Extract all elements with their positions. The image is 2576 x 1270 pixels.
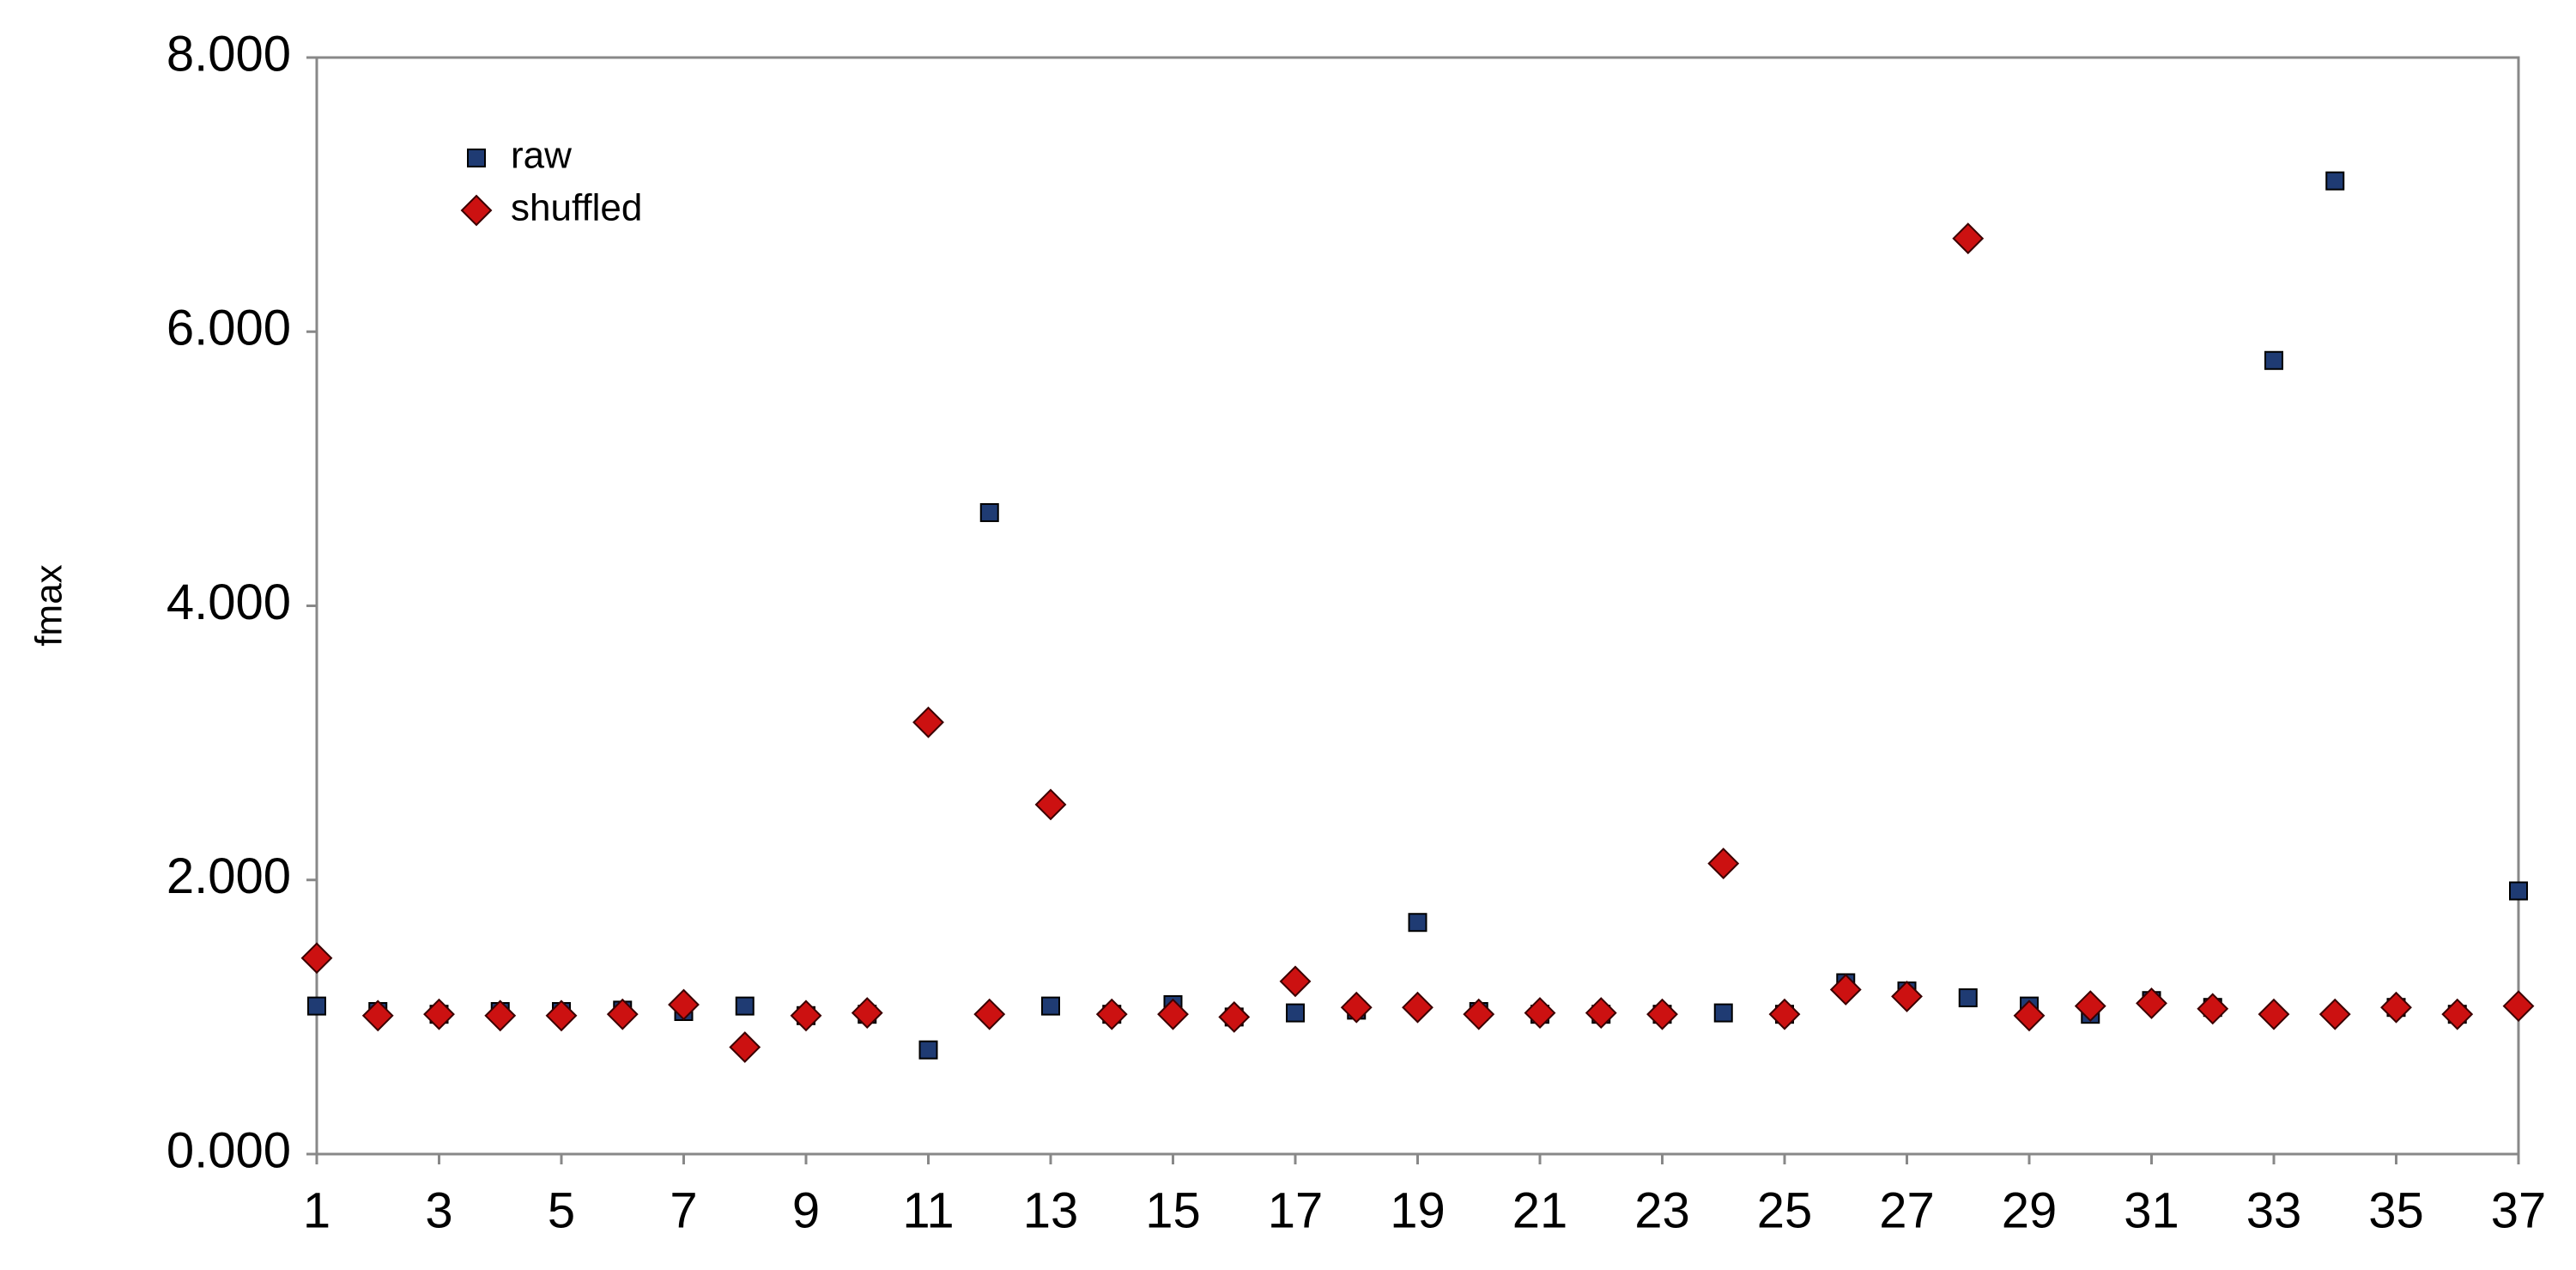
square-marker [1041,996,1060,1016]
x-tick-label: 1 [303,1182,330,1238]
diamond-marker [2441,998,2474,1030]
y-tick-label: 8.000 [167,26,291,82]
square-marker [735,996,755,1016]
square-marker [1713,1003,1733,1023]
diamond-marker [2502,990,2535,1023]
legend-label: raw [511,135,572,177]
diamond-marker [2318,998,2351,1030]
diamond-marker [1340,991,1373,1024]
square-marker [1286,1003,1305,1023]
square-marker [2264,350,2283,370]
square-marker [2325,171,2345,191]
x-tick-label: 17 [1268,1182,1324,1238]
x-tick-label: 23 [1634,1182,1690,1238]
diamond-marker [1279,965,1312,998]
y-tick-label: 4.000 [167,574,291,630]
diamond-marker [2380,991,2412,1024]
x-tick-label: 11 [902,1182,954,1238]
legend-marker [460,194,493,227]
diamond-marker [545,1000,578,1032]
y-tick-label: 0.000 [167,1122,291,1178]
diamond-marker [484,1000,517,1032]
diamond-marker [1095,998,1128,1030]
diamond-marker [1829,974,1862,1006]
diamond-marker [300,942,333,975]
diamond-marker [1952,222,1985,255]
diamond-marker [973,998,1006,1030]
x-tick-label: 5 [548,1182,575,1238]
diamond-marker [1891,981,1923,1012]
x-tick-label: 13 [1023,1182,1079,1238]
diamond-marker [668,988,700,1021]
diamond-marker [1218,1000,1251,1033]
diamond-marker [1585,997,1617,1030]
x-tick-label: 9 [792,1182,820,1238]
square-marker [307,996,326,1016]
x-tick-label: 31 [2124,1182,2179,1238]
diamond-marker [729,1031,761,1063]
diamond-marker [1402,991,1433,1024]
diamond-marker [606,998,639,1030]
diamond-marker [1463,998,1495,1030]
x-tick-label: 27 [1879,1182,1935,1238]
diamond-marker [2258,998,2290,1030]
diamond-marker [1524,997,1556,1030]
square-marker [2509,881,2528,901]
plot-frame [315,56,2520,1156]
diamond-marker [2074,990,2106,1023]
diamond-marker [1034,788,1067,821]
x-tick-label: 15 [1145,1182,1201,1238]
diamond-marker [2136,987,2167,1019]
legend-marker [467,149,486,167]
square-marker [918,1040,938,1060]
x-tick-label: 21 [1512,1182,1568,1238]
square-marker [979,502,999,522]
diamond-marker [2013,1000,2046,1032]
x-tick-label: 37 [2491,1182,2547,1238]
y-tick-label: 6.000 [167,301,291,356]
diamond-marker [1707,848,1740,880]
diamond-marker [423,998,455,1030]
diamond-marker [1768,998,1801,1030]
x-tick-label: 25 [1757,1182,1813,1238]
x-tick-label: 19 [1390,1182,1446,1238]
square-marker [1958,988,1978,1008]
square-marker [1408,913,1427,933]
diamond-marker [1646,998,1678,1030]
y-axis-title: fmax [28,564,70,646]
x-tick-label: 29 [2002,1182,2058,1238]
legend-label: shuffled [511,187,642,229]
diamond-marker [912,706,944,738]
x-tick-label: 3 [425,1182,452,1238]
x-tick-label: 7 [670,1182,697,1238]
x-tick-label: 35 [2368,1182,2424,1238]
diamond-marker [1157,998,1189,1030]
x-tick-label: 33 [2246,1182,2302,1238]
diamond-marker [790,1000,822,1032]
diamond-marker [2197,993,2229,1025]
diamond-marker [851,997,883,1030]
y-tick-label: 2.000 [167,848,291,904]
diamond-marker [361,1000,394,1032]
